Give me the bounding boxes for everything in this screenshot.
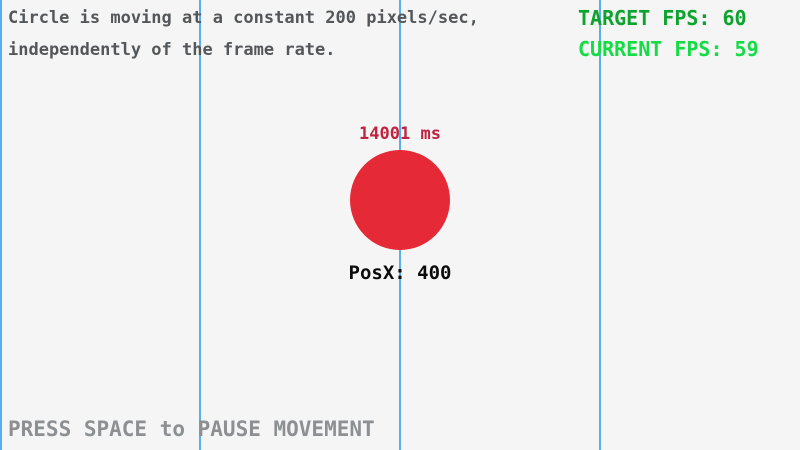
- second-marker-gridline: [0, 0, 2, 450]
- moving-circle: [350, 150, 450, 250]
- target-fps-readout: TARGET FPS: 60: [578, 6, 747, 30]
- second-marker-gridline: [199, 0, 201, 450]
- pause-hint-text: PRESS SPACE to PAUSE MOVEMENT: [8, 417, 375, 441]
- second-marker-gridline: [599, 0, 601, 450]
- elapsed-time-label: 14001 ms: [359, 124, 441, 144]
- circle-position-label: PosX: 400: [348, 262, 452, 284]
- info-text-line1: Circle is moving at a constant 200 pixel…: [8, 8, 479, 28]
- current-fps-readout: CURRENT FPS: 59: [578, 37, 759, 61]
- info-text-line2: independently of the frame rate.: [8, 40, 336, 60]
